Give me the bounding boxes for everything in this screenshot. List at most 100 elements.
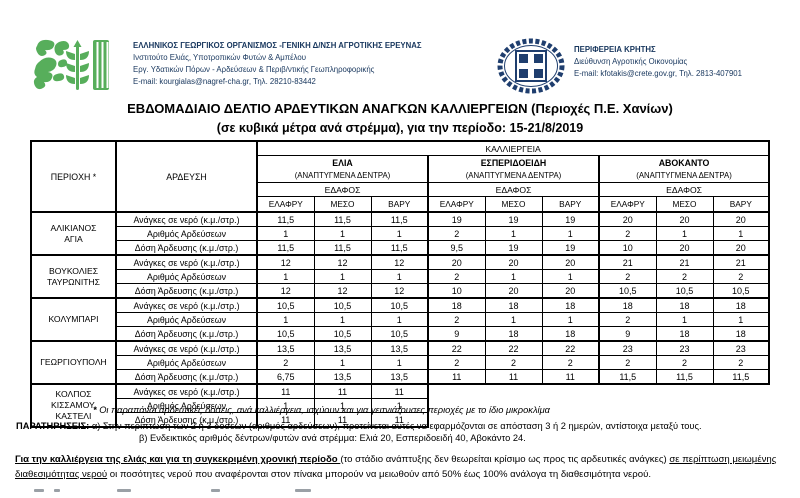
org-contact: E-mail: kourgialas@nagref-cha.gr, Τηλ. 2… <box>133 77 316 86</box>
row-label-cell: Ανάγκες σε νερό (κ.μ./στρ.) <box>115 340 258 356</box>
row-label-cell: Δόση Άρδευσης (κ.μ./στρ.) <box>115 412 258 428</box>
row-label-cell: Αριθμός Αρδεύσεων <box>115 226 258 241</box>
value-cell: 13,5 <box>313 369 372 385</box>
irrigation-column-header: ΑΡΔΕΥΣΗ <box>115 140 258 213</box>
row-label-cell: Ανάγκες σε νερό (κ.μ./στρ.) <box>115 297 258 313</box>
value-cell: 9 <box>427 326 486 342</box>
org-lab: Εργ. Υδατικών Πόρων - Αρδεύσεων & Περιβ/… <box>133 65 375 74</box>
value-cell: 1 <box>541 269 600 284</box>
table-row: Αριθμός Αρδεύσεων 2 1 1 2 2 2 2 2 2 <box>31 355 771 370</box>
soil-type-header: ΕΛΑΦΡΥ <box>256 196 315 213</box>
value-cell: 13,5 <box>370 340 429 356</box>
value-cell: 18 <box>541 326 600 342</box>
value-cell: 20 <box>541 254 600 270</box>
value-cell: 10,5 <box>313 326 372 342</box>
value-cell: 1 <box>370 355 429 370</box>
soil-header-2: ΕΔΑΦΟΣ <box>427 182 600 197</box>
value-cell: 9,5 <box>427 240 486 256</box>
table-row: ΑΛΙΚΙΑΝΟΣ ΑΓΙΑ Ανάγκες σε νερό (κ.μ./στρ.… <box>30 211 771 256</box>
value-cell: 11 <box>427 369 486 385</box>
clipped-text-fragment <box>211 489 221 492</box>
value-cell: 10,5 <box>256 297 315 313</box>
value-cell: 11 <box>256 383 315 399</box>
row-label-cell: Αριθμός Αρδεύσεων <box>115 269 258 284</box>
value-cell: 11,5 <box>256 211 315 227</box>
value-cell: 1 <box>256 312 315 327</box>
region-column-header: ΠΕΡΙΟΧΗ * <box>30 140 117 213</box>
value-cell: 2 <box>484 355 543 370</box>
value-cell: 19 <box>484 211 543 227</box>
value-cell: 21 <box>655 254 714 270</box>
crop-header-1: ΕΛΙΑ (ΑΝΑΠΤΥΓΜΕΝΑ ΔΕΝΤΡΑ) <box>256 155 429 183</box>
value-cell: 18 <box>541 297 600 313</box>
text-segment: (το στάδιο ανάπτυξης δεν θεωρείται κρίσι… <box>340 454 670 465</box>
value-cell: 18 <box>712 326 771 342</box>
text-segment: * <box>93 405 100 415</box>
value-cell: 20 <box>655 211 714 227</box>
table-row: Αριθμός Αρδεύσεων 1 1 1 2 1 1 2 1 1 <box>31 312 771 327</box>
value-cell: 2 <box>427 355 486 370</box>
soil-type-header: ΒΑΡΥ <box>370 196 429 213</box>
crop-name: ΕΛΙΑ <box>332 158 353 168</box>
value-cell: 11 <box>541 369 600 385</box>
value-cell: 1 <box>256 269 315 284</box>
value-cell: 11,5 <box>712 369 771 385</box>
value-cell: 21 <box>598 254 657 270</box>
region-cell: ΚΟΛΥΜΠΑΡΙ <box>30 297 117 342</box>
clipped-text-fragment <box>294 489 311 492</box>
crop-name: ΑΒΟΚΑΝΤΟ <box>658 158 710 168</box>
table-row: Δόση Άρδευσης (κ.μ./στρ.) 11,5 11,5 11,5 9,5… <box>31 240 771 256</box>
value-cell: 1 <box>313 312 372 327</box>
value-cell: 19 <box>541 211 600 227</box>
value-cell: 12 <box>313 283 372 299</box>
value-cell: 10 <box>427 283 486 299</box>
value-cell: 11 <box>370 383 429 399</box>
value-cell: 1 <box>313 355 372 370</box>
crop-name: ΕΣΠΕΡΙΔΟΕΙΔΗ <box>480 158 547 168</box>
value-cell: 11 <box>370 412 429 428</box>
table-row: Δόση Άρδευσης (κ.μ./στρ.) 12 12 12 10 20 20 10,… <box>31 283 771 299</box>
clipped-text-line <box>34 489 774 495</box>
value-cell: 12 <box>313 254 372 270</box>
text-segment: σε περίπτωση μειωμένης διαθεσιμότητας νε… <box>15 454 777 480</box>
footnote-remarks-a: ΠΑΡΑΤΗΡΗΣΕΙΣ: α) Στην περίπτωση των 2 ή … <box>16 419 788 433</box>
value-cell: 11,5 <box>313 240 372 256</box>
table-row: ΚΟΛΠΟΣ ΚΙΣΣΑΜΟΥ, ΚΑΣΤΕΛΙ Ανάγκες σε νερό … <box>30 383 770 428</box>
org-name: ΕΛΛΗΝΙΚΟΣ ΓΕΩΡΓΙΚΟΣ ΟΡΓΑΝΙΣΜΟΣ -ΓΕΝΙΚΗ Δ… <box>133 41 422 50</box>
table-row: Αριθμός Αρδεύσεων 1 1 1 2 1 1 2 1 1 <box>31 226 771 241</box>
clipped-text-fragment <box>116 489 131 492</box>
value-cell: 18 <box>712 297 771 313</box>
value-cell: 1 <box>484 269 543 284</box>
value-cell: 2 <box>655 355 714 370</box>
row-label-cell: Αριθμός Αρδεύσεων <box>115 312 258 327</box>
row-label-cell: Ανάγκες σε νερό (κ.μ./στρ.) <box>115 211 258 227</box>
value-cell: 10,5 <box>598 283 657 299</box>
region-cell: ΒΟΥΚΟΛΙΕΣ ΤΑΥΡΩΝΙΤΗΣ <box>30 254 117 299</box>
value-cell: 21 <box>712 254 771 270</box>
value-cell: 20 <box>427 254 486 270</box>
value-cell: 18 <box>598 297 657 313</box>
soil-type-header: ΕΛΑΦΡΥ <box>427 196 486 213</box>
soil-type-header: ΜΕΣΟ <box>655 196 714 213</box>
value-cell: 1 <box>484 312 543 327</box>
row-label-cell: Ανάγκες σε νερό (κ.μ./στρ.) <box>115 383 258 399</box>
row-label-cell: Δόση Άρδευσης (κ.μ./στρ.) <box>115 240 258 256</box>
value-cell: 10,5 <box>370 326 429 342</box>
region-of-crete-emblem <box>497 38 565 94</box>
soil-type-header: ΜΕΣΟ <box>484 196 543 213</box>
value-cell: 19 <box>541 240 600 256</box>
table-row: ΒΟΥΚΟΛΙΕΣ ΤΑΥΡΩΝΙΤΗΣ Ανάγκες σε νερό (κ.μ… <box>30 254 771 299</box>
value-cell: 2 <box>598 226 657 241</box>
value-cell: 2 <box>712 355 771 370</box>
value-cell: 10,5 <box>313 297 372 313</box>
row-label-cell: Δόση Άρδευσης (κ.μ./στρ.) <box>115 369 258 385</box>
region-cell: ΚΟΛΠΟΣ ΚΙΣΣΑΜΟΥ, ΚΑΣΤΕΛΙ <box>30 383 117 428</box>
row-label-cell: Δόση Άρδευσης (κ.μ./στρ.) <box>115 326 258 342</box>
value-cell: 1 <box>256 226 315 241</box>
row-label-cell: Ανάγκες σε νερό (κ.μ./στρ.) <box>115 254 258 270</box>
value-cell: 2 <box>427 312 486 327</box>
clipped-text-fragment <box>54 489 61 492</box>
value-cell: 6,75 <box>256 369 315 385</box>
row-label-cell: Αριθμός Αρδεύσεων <box>115 398 258 413</box>
soil-header-3: ΕΔΑΦΟΣ <box>598 182 771 197</box>
